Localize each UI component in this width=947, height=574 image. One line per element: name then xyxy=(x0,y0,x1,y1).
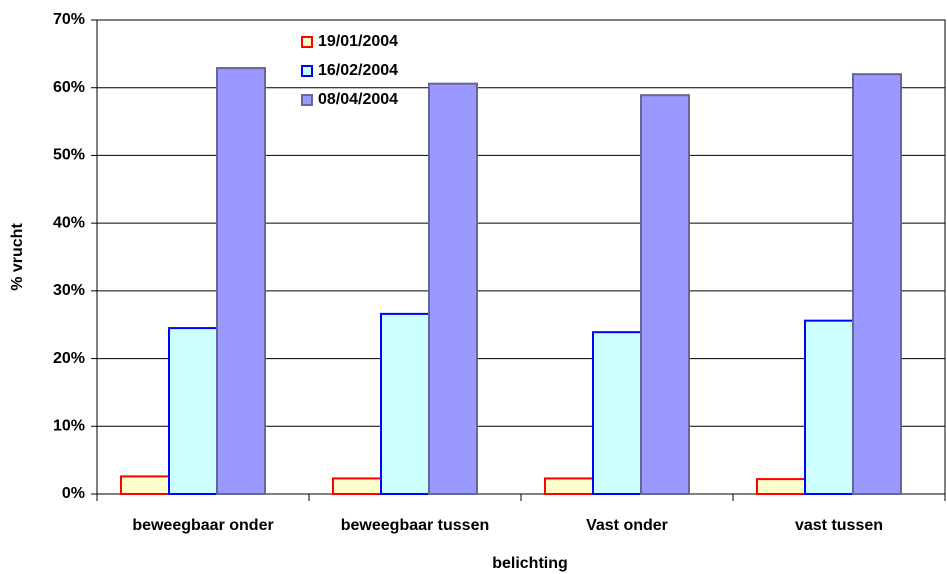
y-tick-label: 50% xyxy=(53,147,85,164)
y-tick-label: 0% xyxy=(62,485,85,502)
x-tick-label: beweegbaar tussen xyxy=(341,517,490,534)
legend-marker xyxy=(301,65,313,77)
bar xyxy=(544,477,594,496)
legend-marker xyxy=(301,94,313,106)
bar xyxy=(332,477,382,496)
bar xyxy=(428,82,478,495)
x-axis-label: belichting xyxy=(492,555,568,572)
y-tick-label: 40% xyxy=(53,214,85,231)
legend-label: 16/02/2004 xyxy=(318,62,398,79)
y-axis-label: % vrucht xyxy=(9,223,26,291)
bar xyxy=(380,312,430,495)
bar xyxy=(168,327,218,495)
legend-label: 08/04/2004 xyxy=(318,91,398,108)
bar xyxy=(216,67,266,495)
y-tick-label: 10% xyxy=(53,418,85,435)
y-tick-label: 30% xyxy=(53,282,85,299)
bar xyxy=(852,73,902,496)
y-tick-label: 70% xyxy=(53,11,85,28)
bar xyxy=(592,331,642,496)
y-tick-label: 60% xyxy=(53,79,85,96)
legend-label: 19/01/2004 xyxy=(318,33,398,50)
x-tick-label: vast tussen xyxy=(795,517,883,534)
x-tick-label: beweegbaar onder xyxy=(132,517,273,534)
bar xyxy=(640,94,690,495)
bar xyxy=(120,475,170,496)
bar xyxy=(804,319,854,495)
legend-marker xyxy=(301,36,313,48)
y-tick-label: 20% xyxy=(53,350,85,367)
bar xyxy=(756,478,806,495)
x-tick-label: Vast onder xyxy=(586,517,668,534)
